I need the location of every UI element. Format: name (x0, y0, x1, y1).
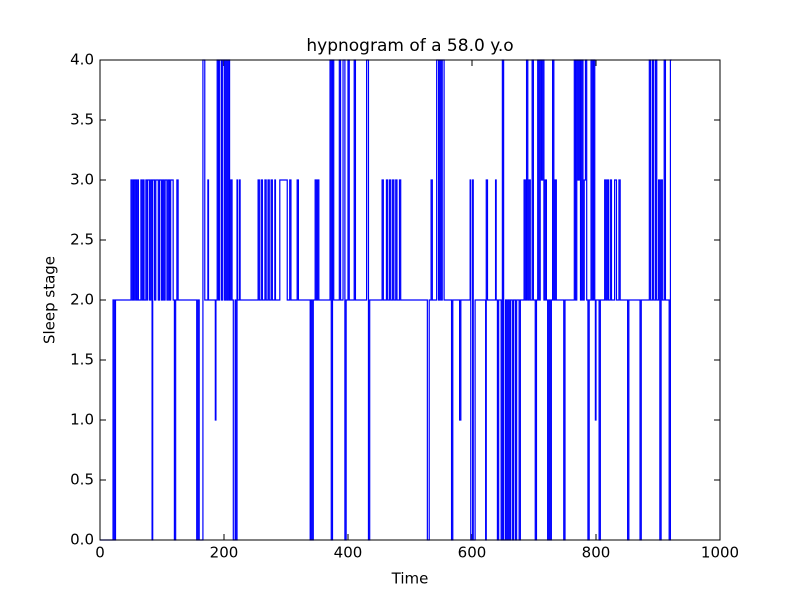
x-tick-label: 400 (334, 544, 363, 562)
y-tick-label: 4.0 (70, 51, 94, 69)
data-line (100, 59, 672, 541)
y-tick-label: 1.5 (70, 351, 94, 369)
y-tick-label: 0.0 (70, 531, 94, 549)
x-tick-label: 600 (458, 544, 487, 562)
y-tick-label: 3.5 (70, 111, 94, 129)
x-tick-label: 800 (582, 544, 611, 562)
x-tick-label: 0 (95, 544, 105, 562)
y-tick-label: 1.0 (70, 411, 94, 429)
y-tick-label: 3.0 (70, 171, 94, 189)
plot-frame (99, 59, 721, 541)
y-axis-label: Sleep stage (41, 256, 59, 344)
x-axis-label: Time (391, 570, 429, 588)
x-tick-label: 200 (210, 544, 239, 562)
y-tick-label: 2.5 (70, 231, 94, 249)
y-tick-label: 0.5 (70, 471, 94, 489)
y-tick-label: 2.0 (70, 291, 94, 309)
chart-title: hypnogram of a 58.0 y.o (306, 36, 513, 56)
x-tick-label: 1000 (701, 544, 739, 562)
